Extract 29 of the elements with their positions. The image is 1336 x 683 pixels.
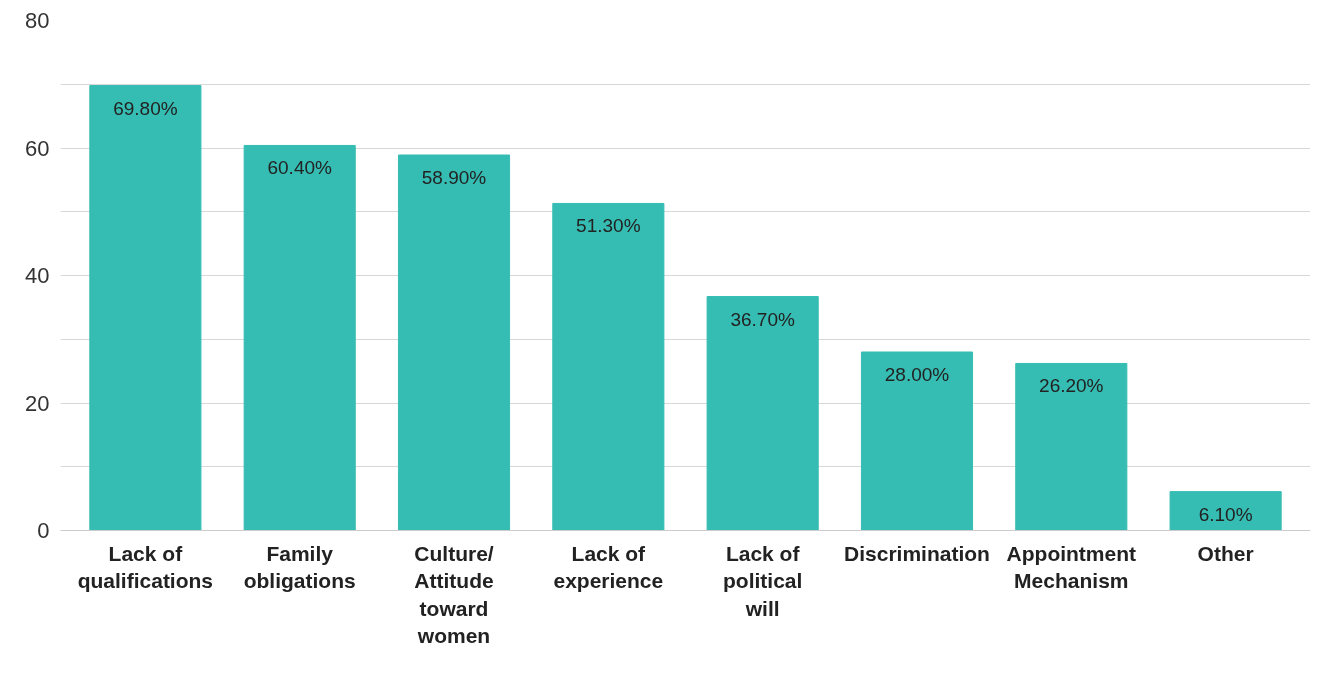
y-tick-label: 20 — [25, 390, 50, 416]
data-label: 51.30% — [576, 215, 641, 237]
x-tick-label: Culture/ Attitude toward women — [414, 541, 494, 648]
x-tick-label: Other — [1197, 541, 1254, 565]
data-label: 26.20% — [1039, 375, 1104, 397]
y-tick-label: 40 — [25, 263, 50, 288]
bar — [1169, 491, 1282, 531]
bar — [552, 202, 665, 531]
data-label: 69.80% — [113, 97, 178, 119]
bar — [860, 351, 974, 531]
x-tick-label: Discrimination — [844, 541, 990, 565]
bar — [89, 85, 202, 531]
bar — [397, 154, 511, 531]
data-label: 28.00% — [884, 364, 950, 385]
x-tick-label: Family obligations — [243, 541, 356, 593]
x-tick-label: Appointment Mechanism — [1006, 541, 1137, 593]
x-tick-label: Lack of political will — [722, 541, 803, 620]
data-label: 60.40% — [267, 157, 333, 179]
y-tick-label: 80 — [25, 8, 50, 33]
x-tick-label: Lack of qualifications — [77, 541, 214, 593]
bar — [706, 296, 819, 531]
y-tick-label: 0 — [37, 518, 50, 543]
bar — [1015, 362, 1128, 531]
bar — [243, 144, 356, 531]
x-tick-label: Lack of experience — [553, 541, 664, 593]
data-label: 58.90% — [421, 167, 487, 189]
y-tick-label: 60 — [25, 135, 50, 161]
data-label: 6.10% — [1198, 503, 1253, 525]
data-label: 36.70% — [730, 308, 795, 330]
